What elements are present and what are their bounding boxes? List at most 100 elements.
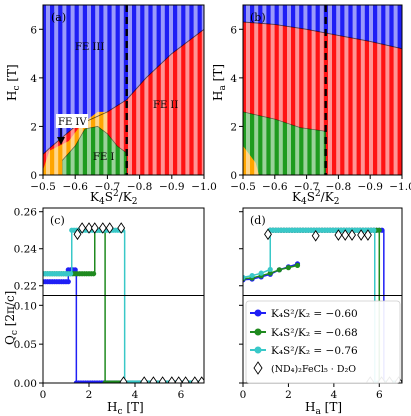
- x-tick-label: −0.8: [326, 181, 352, 193]
- legend: K₄S²/K₂ = −0.60 K₄S²/K₂ = −0.68 K₄S²/K₂ …: [245, 300, 401, 384]
- legend-entry-experiment: (ND₄)₂FeCl₅ · D₂O: [253, 361, 356, 375]
- hatch-stripe: [111, 5, 116, 175]
- hatch-stripe: [185, 5, 190, 175]
- panel-b-label: (b): [250, 11, 266, 24]
- legend-marker-060: [254, 309, 262, 317]
- experiment-point: [85, 222, 93, 234]
- series-s068-point: [294, 262, 301, 268]
- y-tick-label: 0.10: [14, 300, 37, 312]
- panel-c-ticks: 0 2 4 6 0.22 0.24 0.26 0.00 0.05 0.10: [14, 207, 185, 401]
- experiment-point: [311, 229, 320, 242]
- hatch-stripe: [393, 5, 398, 175]
- hatch-stripe: [270, 5, 275, 175]
- y-tick-label: 2: [230, 121, 237, 133]
- hatch-stripe: [360, 5, 365, 175]
- hatch-stripe: [78, 5, 83, 175]
- panel-b-ylabel: Ha [T]: [211, 64, 228, 101]
- x-tick-label: −1.0: [191, 181, 217, 193]
- panel-b-xlabel: K4S2/K2: [292, 189, 339, 207]
- x-tick-label: 0: [40, 389, 47, 401]
- x-tick-label: 0: [240, 389, 247, 401]
- hatch-stripe: [287, 5, 291, 175]
- experiment-point: [264, 228, 272, 241]
- series-s068-point: [276, 267, 282, 273]
- legend-box: [245, 300, 401, 384]
- hatch-stripe: [377, 5, 382, 175]
- series-s068-point: [267, 270, 273, 276]
- experiment-point: [119, 376, 128, 383]
- hatch-stripe: [160, 5, 165, 175]
- panel-b-regions: [243, 5, 402, 175]
- experiment-point: [105, 222, 114, 234]
- experiment-point: [190, 376, 199, 383]
- region-fe4-label: FE IV: [58, 117, 87, 128]
- hatch-stripe: [369, 5, 373, 175]
- hatch-stripe: [262, 5, 267, 175]
- y-tick-label: 0.22: [14, 281, 37, 293]
- x-tick-label: −0.6: [62, 181, 88, 193]
- fe4-arrow-head: [57, 137, 65, 145]
- x-tick-label: −0.7: [294, 181, 320, 193]
- series-s076-point: [249, 272, 255, 279]
- panel-d: 0 2 4 6 (d) Ha [T] K₄S²/K₂ = −0.60 K₄S²/K₂ …: [239, 207, 403, 416]
- panel-a-xlabel: K4S2/K2: [90, 189, 137, 207]
- panel-d-label: (d): [250, 214, 266, 227]
- region-fe4-label-bg: [56, 114, 88, 128]
- x-tick-label: −0.8: [127, 181, 153, 193]
- x-tick-label: −0.9: [159, 181, 185, 193]
- region-fe2-label: FE II: [153, 100, 178, 111]
- region-fe1-label: FE I: [93, 152, 114, 163]
- hatch-stripe: [278, 5, 283, 175]
- panel-a-label: (a): [51, 11, 66, 24]
- x-tick-label: −0.9: [357, 181, 383, 193]
- x-tick-label: −0.5: [230, 181, 256, 193]
- hatch-stripe: [152, 5, 157, 175]
- panel-a-ticks: −0.5 −0.6 −0.7 −0.8 −0.9 −1.0 0 2 4 6: [30, 24, 217, 193]
- x-tick-label: −0.7: [95, 181, 121, 193]
- boundary-fe2: [243, 111, 327, 175]
- panel-a-regions: [43, 5, 204, 175]
- region-fe4: [43, 111, 108, 175]
- panel-d-xlabel: Ha [T]: [305, 400, 342, 416]
- hatch-stripe: [144, 5, 149, 175]
- hatch-stripe: [319, 5, 324, 175]
- hatch-stripe: [103, 5, 108, 175]
- hatch-stripe: [344, 5, 349, 175]
- hatch-stripe: [70, 5, 75, 175]
- x-tick-label: −0.6: [262, 181, 288, 193]
- panel-d-ticks: 0 2 4 6: [239, 211, 383, 401]
- x-tick-label: −1.0: [389, 181, 411, 193]
- y-tick-label: 0.05: [14, 339, 37, 351]
- panel-a-ylabel: Hc [T]: [5, 64, 22, 101]
- x-tick-label: 4: [132, 389, 139, 401]
- hatch-stripe: [128, 5, 132, 175]
- experiment-point: [341, 229, 350, 241]
- panel-a-frame: [42, 4, 205, 176]
- region-fe3-label: FE III: [75, 42, 104, 53]
- x-tick-label: 6: [178, 389, 185, 401]
- experiment-point: [363, 229, 372, 241]
- hatch-stripe: [87, 5, 91, 175]
- legend-label-060: K₄S²/K₂ = −0.60: [271, 308, 358, 320]
- y-tick-label: 0.00: [14, 378, 37, 390]
- x-tick-label: −0.5: [30, 181, 56, 193]
- panel-c: 0 2 4 6 0.22 0.24 0.26 0.00 0.05 0.10 (c) Qc [2π/…: [3, 207, 205, 416]
- experiment-point: [334, 229, 343, 241]
- experiment-point: [357, 229, 366, 241]
- y-tick-label: 0.24: [14, 244, 38, 256]
- y-tick-label: 0: [30, 170, 37, 182]
- y-tick-label: 2: [30, 121, 37, 133]
- panel-c-label: (c): [50, 214, 65, 227]
- experiment-point: [78, 222, 87, 234]
- boundary-fe3: [43, 28, 204, 155]
- legend-marker-experiment: [253, 361, 263, 375]
- hatch-stripe: [254, 5, 259, 175]
- experiment-point: [90, 222, 99, 234]
- hatch-stripe: [303, 5, 308, 175]
- y-tick-label: 0: [230, 170, 237, 182]
- hatch-stripe: [169, 5, 173, 175]
- experiment-point: [181, 376, 190, 383]
- x-tick-label: 2: [86, 389, 93, 401]
- experiment-point: [174, 376, 183, 383]
- panel-b-frame: [242, 4, 403, 176]
